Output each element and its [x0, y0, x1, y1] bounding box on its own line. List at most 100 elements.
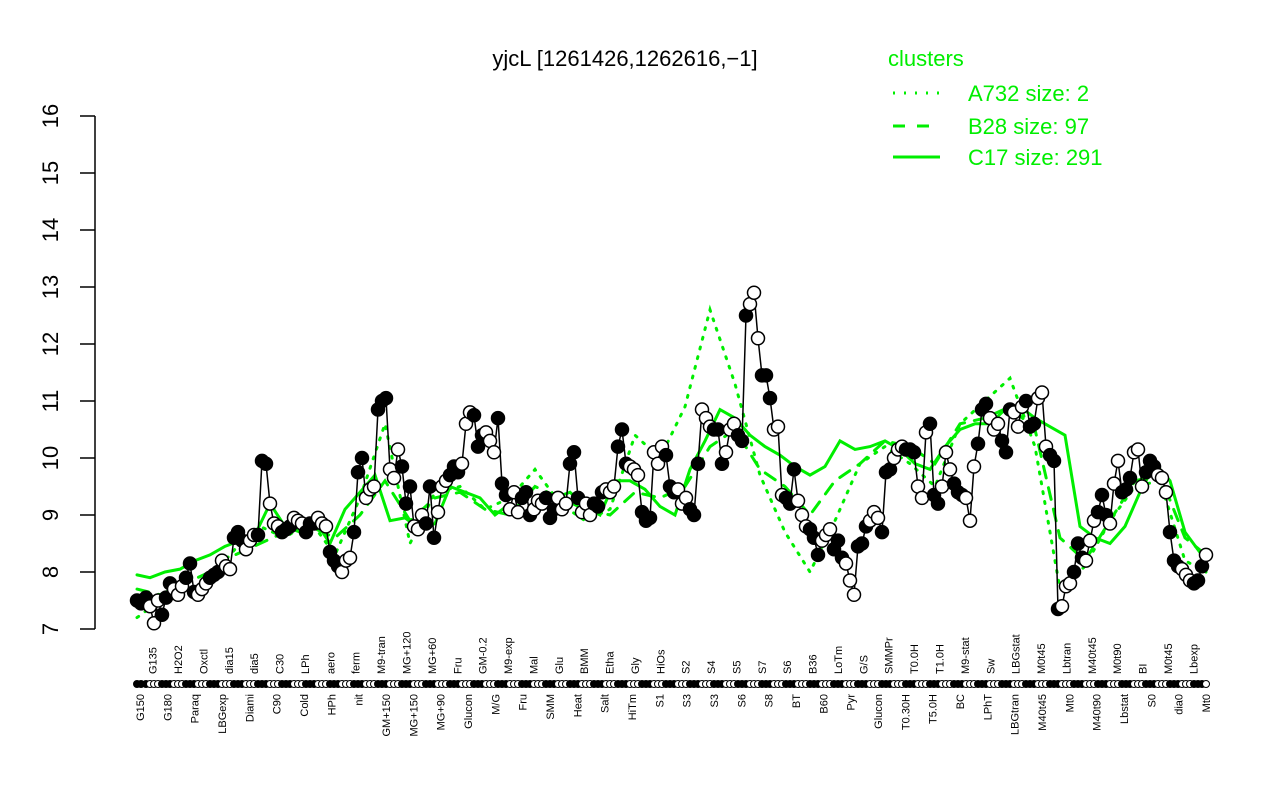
- data-point: [386, 470, 402, 486]
- data-point: [1046, 453, 1062, 469]
- data-point: [962, 513, 978, 528]
- x-tick-label-top: MG+120: [402, 632, 414, 675]
- x-tick-label-top: M40t45: [1087, 637, 1099, 674]
- data-point: [970, 436, 986, 451]
- x-tick-label-top: LPh: [300, 654, 312, 674]
- x-tick-label-top: M0t45: [1163, 643, 1175, 674]
- data-point: [350, 465, 366, 480]
- data-point: [1070, 536, 1086, 551]
- x-tick-label-top: Sw: [985, 659, 997, 674]
- legend-title: clusters: [888, 46, 964, 71]
- data-point: [658, 447, 674, 463]
- data-point: [606, 479, 622, 494]
- data-point: [1110, 453, 1126, 469]
- data-point: [466, 408, 482, 423]
- x-tick-label-bottom: Pyr: [846, 694, 858, 711]
- x-tick-label-top: LBGstat: [1011, 634, 1023, 674]
- data-point: [318, 519, 334, 534]
- x-tick-label-bottom: Glucon: [463, 694, 475, 729]
- data-point: [978, 396, 994, 412]
- x-tick-label-top: G/S: [858, 655, 870, 674]
- y-tick-label: 8: [38, 566, 63, 578]
- x-tick-label-bottom: S0: [1146, 694, 1158, 707]
- data-point: [426, 530, 442, 546]
- x-tick-label-bottom: Diami: [244, 694, 256, 722]
- data-point: [642, 510, 658, 526]
- x-tick-label-top: Lbexp: [1188, 644, 1200, 674]
- data-point: [690, 456, 706, 471]
- x-tick-label-bottom: Fru: [518, 694, 530, 711]
- x-tick-label-bottom: GM+150: [381, 694, 393, 737]
- data-point: [822, 522, 838, 537]
- data-point: [1054, 598, 1070, 614]
- x-tick-label-top: S6: [782, 661, 794, 674]
- x-tick-label-top: ferm: [351, 652, 363, 674]
- y-tick-label: 7: [38, 623, 63, 635]
- x-tick-label-top: dia5: [249, 653, 261, 674]
- data-point: [1198, 547, 1214, 563]
- x-tick-label-bottom: Mt0: [1201, 694, 1213, 712]
- data-point: [1134, 479, 1150, 494]
- data-point: [854, 536, 870, 551]
- data-point: [990, 416, 1006, 432]
- x-tick-label-bottom: M40t45: [1037, 694, 1049, 731]
- x-tick-label-top: MG+60: [427, 638, 439, 674]
- x-tick-label-bottom: HPh: [326, 694, 338, 715]
- x-tick-label-top: G135: [148, 647, 160, 674]
- data-point: [1010, 419, 1026, 434]
- data-point: [398, 496, 414, 511]
- data-point: [1066, 564, 1082, 580]
- x-tick-label-top: C30: [275, 654, 287, 674]
- data-point: [390, 442, 406, 457]
- x-tick-label-bottom: Paraq: [190, 694, 202, 723]
- x-tick-label-bottom: S1: [654, 694, 666, 707]
- cluster-lines: [135, 304, 1208, 620]
- x-tick-label-bottom: Glucon: [873, 694, 885, 729]
- data-point: [1162, 524, 1178, 540]
- x-rug-point: [1202, 680, 1210, 688]
- y-tick-label: 9: [38, 509, 63, 521]
- x-tick-label-top: dia15: [224, 647, 236, 674]
- x-tick-label-top: Glu: [554, 657, 566, 674]
- data-point: [770, 419, 786, 434]
- data-point: [154, 607, 170, 622]
- y-tick-label: 16: [38, 104, 63, 128]
- x-tick-label-bottom: S6: [736, 694, 748, 707]
- y-tick-label: 10: [38, 446, 63, 470]
- x-tick-label-bottom: S8: [764, 694, 776, 707]
- data-point: [258, 456, 274, 471]
- data-point: [538, 490, 554, 506]
- data-point: [454, 456, 470, 471]
- x-tick-label-bottom: Heat: [572, 694, 584, 717]
- x-tick-label-bottom: C90: [272, 694, 284, 714]
- cluster-line-dotted: [135, 304, 1208, 620]
- x-tick-label-bottom: B60: [818, 694, 830, 714]
- x-tick-label-bottom: LBGexp: [217, 694, 229, 734]
- data-point: [418, 516, 434, 531]
- data-point: [610, 439, 626, 454]
- x-tick-label-top: Oxctl: [198, 649, 210, 674]
- data-point: [758, 368, 774, 383]
- x-tick-label-bottom: MG+90: [436, 694, 448, 730]
- x-tick-label-top: T1.0H: [935, 644, 947, 674]
- x-tick-label-bottom: dia0: [1174, 694, 1186, 715]
- y-tick-label: 13: [38, 275, 63, 299]
- data-point: [378, 390, 394, 406]
- x-tick-label-top: Fru: [452, 658, 464, 675]
- data-point: [966, 459, 982, 474]
- y-tick-label: 14: [38, 218, 63, 242]
- data-point: [178, 570, 194, 585]
- data-point: [354, 450, 370, 466]
- data-point: [998, 445, 1014, 460]
- y-tick-label: 12: [38, 332, 63, 356]
- x-tick-label-top: Mal: [528, 656, 540, 674]
- x-tick-label-top: SMMPr: [884, 637, 896, 674]
- data-point: [222, 561, 238, 577]
- data-point: [870, 510, 886, 526]
- data-point: [874, 524, 890, 540]
- x-tick-label-top: Gly: [630, 657, 642, 674]
- x-tick-label-bottom: MG+150: [408, 694, 420, 737]
- data-point: [810, 547, 826, 563]
- x-tick-label-top: S7: [757, 661, 769, 674]
- data-point: [1122, 470, 1138, 486]
